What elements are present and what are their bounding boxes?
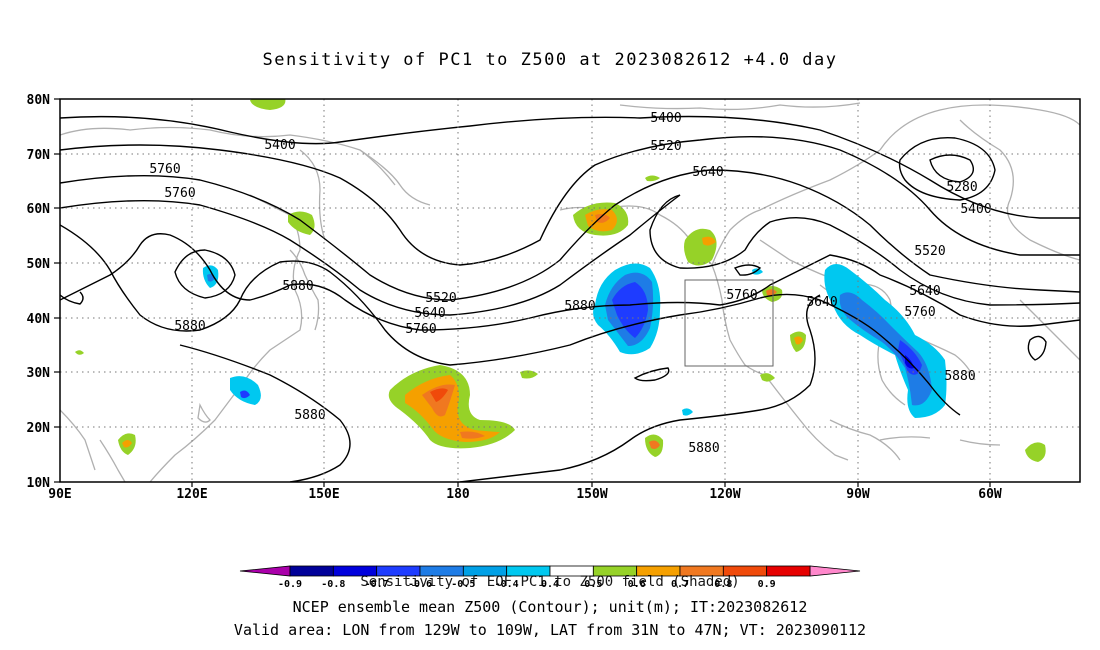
- contour-labels: 5400 5520 5640 5760 5880 5280 5400 5520 …: [149, 111, 991, 456]
- lon-label: 120W: [709, 487, 740, 502]
- contour-label: 5400: [650, 111, 681, 126]
- contour-label: 5880: [282, 279, 313, 294]
- gridlines: [60, 99, 1080, 482]
- lat-label: 60N: [27, 202, 51, 217]
- lat-label: 20N: [27, 421, 51, 436]
- lon-label: 90E: [48, 487, 71, 502]
- contour-label: 5640: [414, 306, 445, 321]
- contour-label: 5880: [174, 319, 205, 334]
- colorbar-tick-label: -0.4: [495, 579, 519, 590]
- colorbar-tick-label: 0.5: [584, 579, 602, 590]
- contour-label: 5760: [164, 186, 195, 201]
- contour-label: 5880: [294, 408, 325, 423]
- lon-ticks: [191, 482, 991, 487]
- lat-label: 30N: [27, 366, 51, 381]
- caption-line-2: Valid area: LON from 129W to 109W, LAT f…: [233, 621, 867, 639]
- contour-label: 5520: [650, 139, 681, 154]
- colorbar-tick-label: -0.8: [321, 579, 345, 590]
- lon-label: 180: [446, 487, 470, 502]
- valid-area-box: [684, 279, 774, 367]
- contour-label: 5640: [692, 165, 723, 180]
- lat-ticks: [54, 98, 60, 483]
- colorbar-tick-label: -0.9: [278, 579, 302, 590]
- colorbar-tick-label: 0.4: [541, 579, 559, 590]
- lon-label: 90W: [846, 487, 870, 502]
- contour-label: 5760: [149, 162, 180, 177]
- map-frame: [59, 98, 1081, 483]
- lat-axis: 80N 70N 60N 50N 40N 30N 20N 10N: [27, 93, 51, 491]
- colorbar-tick-label: -0.6: [408, 579, 432, 590]
- lat-label: 10N: [27, 476, 51, 491]
- colorbar-tick-label: -0.7: [365, 579, 389, 590]
- contour-label: 5880: [564, 299, 595, 314]
- colorbar-tick-label: 0.9: [758, 579, 776, 590]
- colorbar-tick-label: 0.6: [628, 579, 646, 590]
- map-area: 5400 5520 5640 5760 5880 5280 5400 5520 …: [60, 99, 1080, 482]
- lon-label: 150W: [576, 487, 607, 502]
- contour-label: 5760: [904, 305, 935, 320]
- lon-label: 120E: [176, 487, 207, 502]
- contour-label: 5640: [909, 284, 940, 299]
- lon-label: 150E: [308, 487, 339, 502]
- lon-label: 60W: [978, 487, 1002, 502]
- sensitivity-shading: [75, 99, 1046, 462]
- z500-contours: [60, 115, 1080, 482]
- contour-label: 5880: [688, 441, 719, 456]
- lat-label: 40N: [27, 312, 51, 327]
- colorbar-swatch: [766, 565, 811, 577]
- lat-label: 80N: [27, 93, 51, 108]
- colorbar-tick-label: -0.5: [451, 579, 475, 590]
- contour-label: 5760: [405, 322, 436, 337]
- lat-label: 70N: [27, 148, 51, 163]
- map-title: Sensitivity of PC1 to Z500 at 2023082612…: [262, 50, 838, 70]
- contour-label: 5520: [425, 291, 456, 306]
- contour-label: 5520: [914, 244, 945, 259]
- contour-label: 5640: [806, 295, 837, 310]
- lat-label: 50N: [27, 257, 51, 272]
- lon-axis: 90E 120E 150E 180 150W 120W 90W 60W: [48, 487, 1002, 502]
- colorbar-tick-label: 0.7: [671, 579, 689, 590]
- contour-label: 5280: [946, 180, 977, 195]
- colorbar-title: Sensitivity of EOF PC1 to Z500 field (Sh…: [360, 574, 740, 590]
- colorbar: -0.9 -0.8 -0.7 -0.6 -0.5 -0.4 0.4 0.5 0.6 0.7 0.8 0…: [239, 565, 861, 590]
- contour-label: 5400: [960, 202, 991, 217]
- contour-label: 5760: [726, 288, 757, 303]
- colorbar-tick-label: 0.8: [714, 579, 732, 590]
- contour-label: 5400: [264, 138, 295, 153]
- caption-line-1: NCEP ensemble mean Z500 (Contour); unit(…: [292, 598, 808, 616]
- contour-label: 5880: [944, 369, 975, 384]
